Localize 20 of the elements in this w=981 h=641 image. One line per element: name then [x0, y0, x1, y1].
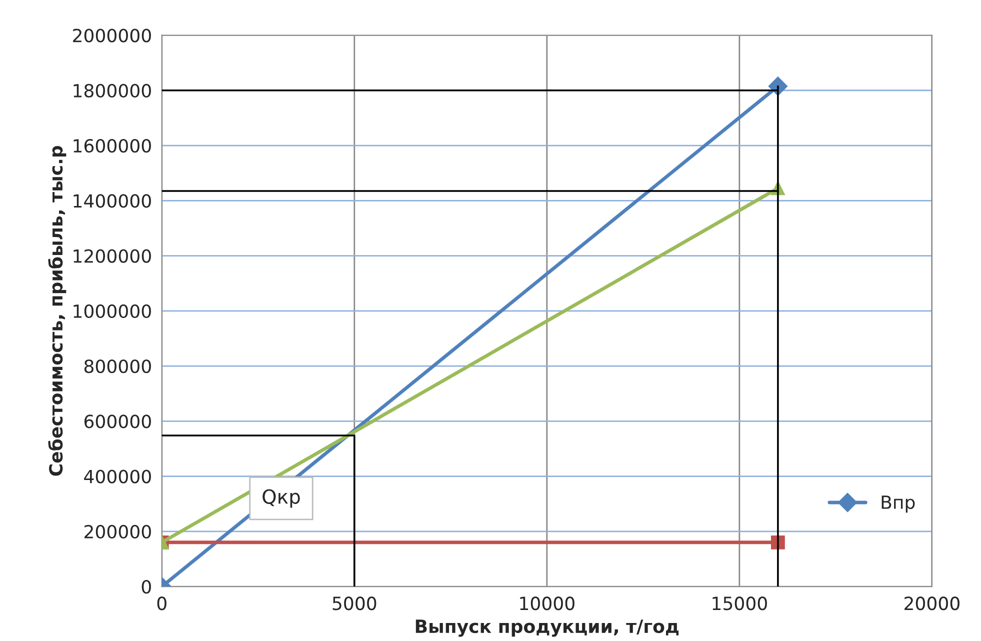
- y-tick-label: 600000: [84, 414, 151, 428]
- y-tick-label: 2000000: [73, 28, 151, 42]
- y-axis-title: Себестоимость, прибыль, тыс.р: [48, 146, 66, 476]
- y-tick-label: 1000000: [74, 304, 151, 318]
- y-tick-label: 200000: [84, 524, 151, 539]
- x-tick-label: 0: [157, 596, 166, 610]
- y-tick-label: 1800000: [74, 84, 151, 98]
- x-tick-label: 15000: [712, 596, 767, 610]
- y-tick-label: 400000: [84, 470, 151, 484]
- legend-label: Впр: [882, 496, 915, 513]
- y-tick-label: 0: [142, 580, 151, 594]
- x-tick-label: 5000: [332, 596, 376, 610]
- x-tick-label: 20000: [904, 596, 960, 610]
- annotation: Qкр: [262, 489, 300, 508]
- x-tick-label: 10000: [520, 596, 574, 610]
- y-tick-label: 1200000: [74, 249, 151, 263]
- y-tick-label: 800000: [84, 359, 151, 374]
- x-axis-title: Выпуск продукции, т/год: [416, 620, 679, 637]
- y-tick-label: 1600000: [74, 138, 151, 153]
- y-tick-label: 1400000: [74, 194, 151, 208]
